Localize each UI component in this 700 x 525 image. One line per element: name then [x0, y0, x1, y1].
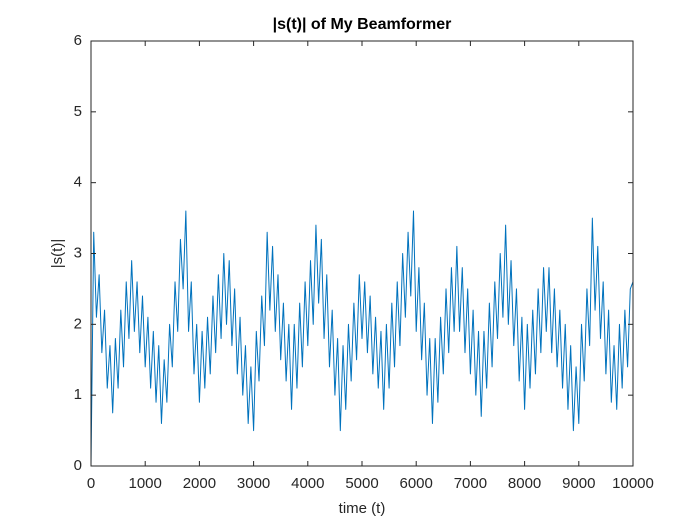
- x-tick-label: 10000: [612, 475, 654, 492]
- x-tick-label: 2000: [183, 475, 216, 492]
- x-tick-label: 8000: [508, 475, 541, 492]
- x-tick-label: 6000: [400, 475, 433, 492]
- y-axis-label: |s(t)|: [49, 239, 66, 268]
- signal-line: [90, 210, 634, 467]
- y-tick-label: 0: [74, 457, 82, 474]
- y-tick-label: 5: [74, 103, 82, 120]
- y-tick-label: 6: [74, 32, 82, 49]
- x-axis-label: time (t): [339, 500, 386, 517]
- axes-box: [90, 40, 634, 467]
- y-tick-label: 4: [74, 174, 82, 191]
- x-tick-label: 9000: [562, 475, 595, 492]
- y-tick-label: 2: [74, 315, 82, 332]
- chart-title: |s(t)| of My Beamformer: [273, 16, 452, 33]
- plot-area: [91, 41, 633, 466]
- x-tick-label: 1000: [129, 475, 162, 492]
- x-tick-label: 3000: [237, 475, 270, 492]
- x-tick-label: 5000: [345, 475, 378, 492]
- x-tick-label: 4000: [291, 475, 324, 492]
- y-tick-label: 1: [74, 386, 82, 403]
- x-tick-label: 0: [87, 475, 95, 492]
- y-tick-label: 3: [74, 244, 82, 261]
- x-tick-label: 7000: [454, 475, 487, 492]
